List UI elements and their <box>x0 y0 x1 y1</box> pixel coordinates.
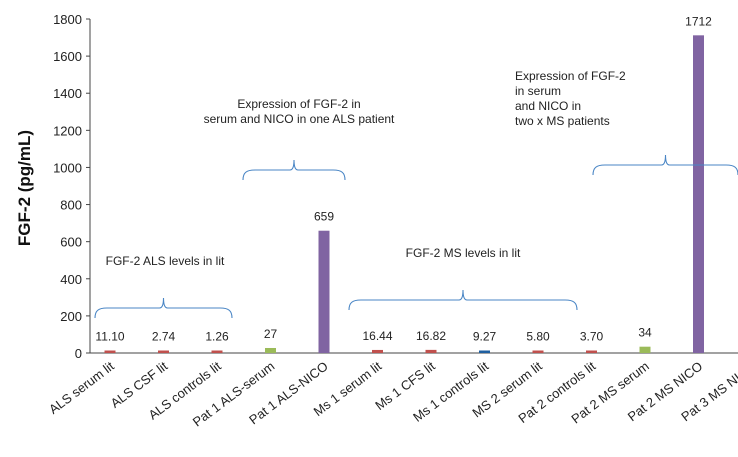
brace-bracket <box>94 297 233 319</box>
bar <box>639 346 651 353</box>
y-tick-label: 1800 <box>53 12 82 27</box>
brace-bracket <box>592 154 738 176</box>
y-tick-label: 1400 <box>53 86 82 101</box>
annotation-text: FGF-2 ALS levels in lit <box>106 254 225 268</box>
y-tick-label: 400 <box>60 272 82 287</box>
y-tick-label: 0 <box>75 346 82 361</box>
data-label: 16.82 <box>416 329 446 343</box>
data-label: 9.27 <box>473 330 497 344</box>
y-tick-label: 1200 <box>53 123 82 138</box>
data-label: 659 <box>314 210 334 224</box>
bars <box>104 35 704 353</box>
y-ticks: 0 200 400 600 800 1000 1200 1400 1600 1800 <box>53 12 90 361</box>
bar <box>158 350 169 353</box>
y-tick-label: 1000 <box>53 160 82 175</box>
bar <box>318 230 330 353</box>
y-tick-label: 200 <box>60 309 82 324</box>
annotations: FGF-2 ALS levels in lit Expression of FGF… <box>94 69 738 319</box>
annotation-text: Expression of FGF-2 in serum and NICO in tw… <box>515 69 626 128</box>
brace-bracket <box>348 289 578 311</box>
bar <box>265 347 276 353</box>
annotation-text: Expression of FGF-2 in serum and NICO in … <box>204 97 395 126</box>
data-label: 11.10 <box>95 330 124 344</box>
bar <box>586 350 597 353</box>
y-axis-label: FGF-2 (pg/mL) <box>15 130 34 246</box>
y-tick-label: 1600 <box>53 49 82 64</box>
data-label: 2.74 <box>152 330 176 344</box>
y-tick-label: 600 <box>60 235 82 250</box>
bar <box>104 350 116 353</box>
data-label: 34 <box>638 326 652 340</box>
y-tick-label: 800 <box>60 198 82 213</box>
category-label: ALS serum lit <box>46 358 117 417</box>
data-label: 1.26 <box>205 330 229 344</box>
data-label: 5.80 <box>526 330 550 344</box>
annotation-text: FGF-2 MS levels in lit <box>406 246 521 260</box>
bar <box>372 349 383 353</box>
data-label: 27 <box>264 327 278 341</box>
data-labels: 11.10 2.74 1.26 27 659 16.44 16.82 9.27 5.80 3.70… <box>95 14 712 344</box>
bar <box>532 350 544 353</box>
bar <box>479 350 490 353</box>
data-label: 3.70 <box>580 330 604 344</box>
bar <box>211 350 223 353</box>
data-label: 16.44 <box>362 329 392 343</box>
bar <box>425 349 437 353</box>
data-label: 1712 <box>685 14 712 28</box>
brace-bracket <box>242 159 346 181</box>
bar <box>693 35 704 353</box>
